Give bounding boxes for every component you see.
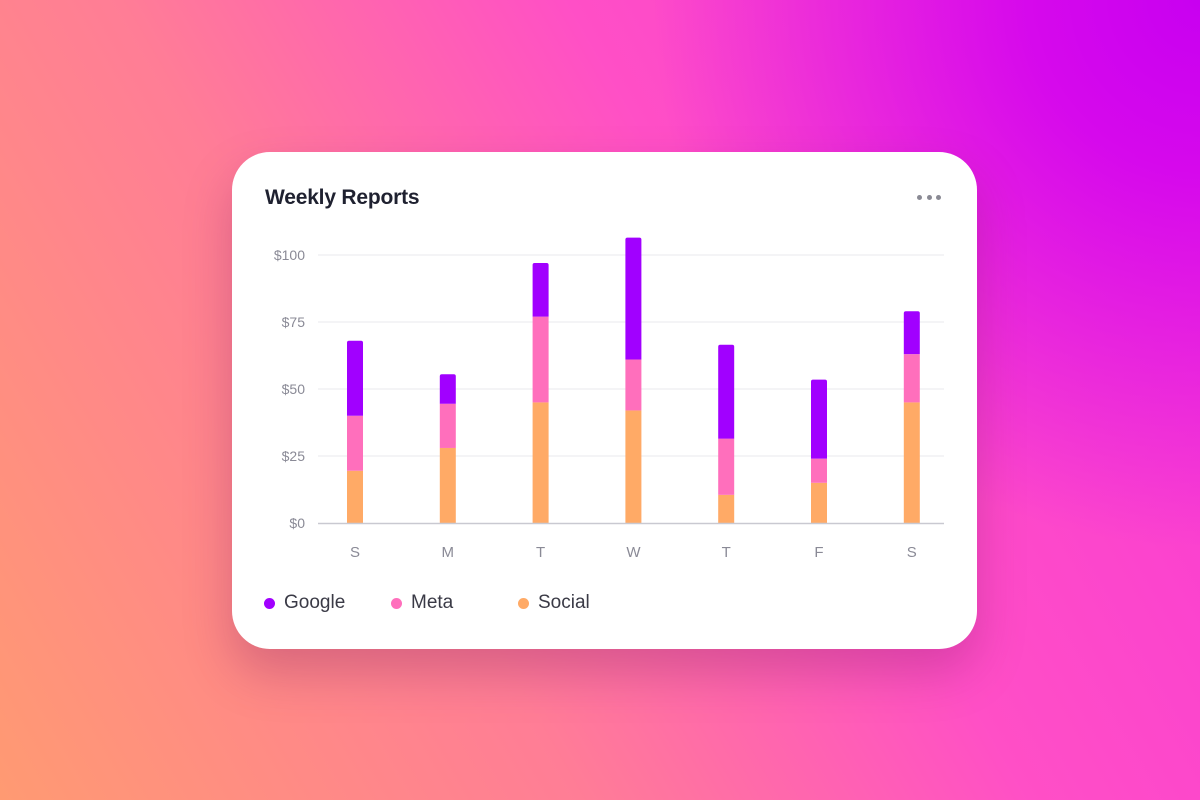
bar-segment-google (718, 344, 735, 439)
more-horizontal-icon-dot-3 (936, 194, 941, 200)
bar-segment-meta (718, 438, 735, 495)
bar-segment-social (347, 470, 363, 523)
more-horizontal-icon (917, 194, 922, 200)
x-tick-label: W (626, 544, 641, 561)
more-horizontal-icon-dot-2 (926, 194, 932, 200)
bar-segment-social (532, 402, 549, 523)
weekly-reports-card: Weekly Reports $0 $25 $50 $75 $100 S M T W T F S Go… (232, 152, 977, 649)
x-tick-label: T (722, 544, 731, 561)
bar-segment-social (439, 447, 456, 523)
bar-segment-google (347, 340, 363, 416)
x-tick-label: T (536, 544, 545, 561)
more-options-button[interactable] (917, 190, 941, 204)
card-title: Weekly Reports (265, 186, 420, 209)
legend-item-social[interactable]: Social (518, 592, 618, 614)
bar-segment-social (811, 482, 827, 523)
bar-segment-meta (625, 359, 642, 411)
bar-segment-google (903, 311, 920, 355)
y-tick-label: $0 (289, 515, 305, 531)
bar-segment-meta (347, 415, 363, 471)
legend-label-google: Google (284, 592, 346, 613)
bar-segment-google (439, 374, 456, 404)
bar-segment-meta (439, 403, 456, 448)
bar-segment-meta (532, 316, 549, 403)
x-tick-label: M (442, 544, 455, 561)
stacked-bar-chart: $0 $25 $50 $75 $100 S M T W T F S (274, 237, 944, 561)
bar-segment-social (903, 402, 920, 523)
y-tick-label: $100 (274, 247, 305, 263)
legend-swatch-meta (391, 597, 402, 609)
bar-segment-google (811, 379, 827, 459)
bar-segment-social (718, 494, 735, 523)
bar-segment-meta (903, 354, 920, 403)
legend-label-meta: Meta (411, 592, 454, 613)
bar-segment-google (532, 263, 549, 317)
legend-swatch-google (264, 597, 275, 609)
y-tick-label: $75 (282, 314, 306, 330)
legend-item-meta[interactable]: Meta (391, 592, 518, 614)
bar-segment-social (625, 410, 642, 523)
bar-segment-google (625, 237, 642, 360)
legend-swatch-social (518, 597, 529, 609)
chart-legend: Google Meta Social (264, 592, 618, 614)
y-tick-label: $50 (282, 381, 306, 397)
x-tick-label: F (814, 544, 823, 561)
legend-label-social: Social (538, 592, 590, 613)
legend-item-google[interactable]: Google (264, 592, 391, 614)
bar-segment-meta (811, 458, 827, 483)
x-tick-label: S (350, 544, 360, 561)
x-tick-label: S (907, 544, 917, 561)
y-tick-label: $25 (282, 448, 306, 464)
